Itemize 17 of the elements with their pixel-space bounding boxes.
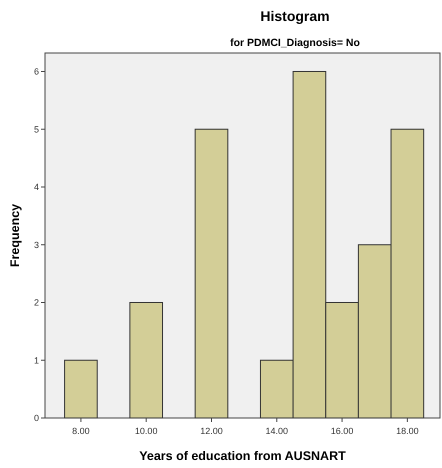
y-tick-label: 4 — [34, 182, 39, 192]
x-tick-label: 14.00 — [266, 426, 288, 436]
x-tick-label: 10.00 — [134, 426, 158, 436]
y-axis-title: Frequency — [8, 204, 22, 268]
y-tick-label: 3 — [34, 240, 39, 250]
y-tick-label: 5 — [34, 124, 39, 134]
x-tick-label: 8.00 — [72, 426, 90, 436]
chart-subtitle: for PDMCI_Diagnosis= No — [230, 37, 360, 49]
x-tick-label: 16.00 — [330, 426, 354, 436]
y-tick-label: 0 — [34, 413, 39, 424]
y-tick-label: 6 — [34, 66, 39, 77]
y-tick-label: 1 — [34, 355, 39, 366]
x-tick-label: 12.00 — [200, 426, 223, 436]
y-tick-label: 2 — [34, 298, 39, 308]
x-tick-label: 18.00 — [396, 426, 419, 436]
chart-title: Histogram — [260, 8, 330, 24]
x-axis-title: Years of education from AUSNART — [139, 449, 346, 463]
